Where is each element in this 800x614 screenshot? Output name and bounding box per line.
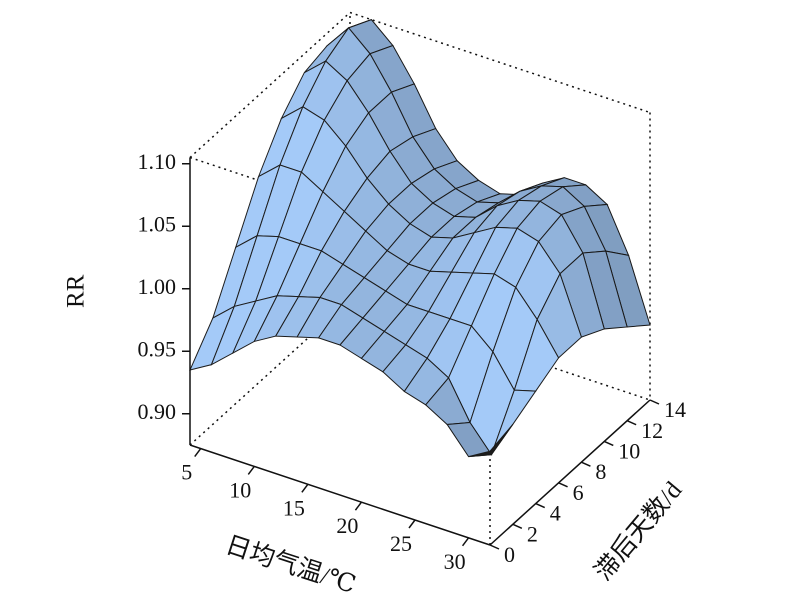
x-axis bbox=[189, 444, 491, 546]
y-axis bbox=[489, 399, 651, 546]
y-tick-label: 12 bbox=[641, 418, 663, 443]
surface-cell bbox=[468, 423, 514, 458]
y-tick bbox=[626, 420, 637, 426]
x-tick-label: 5 bbox=[181, 460, 192, 485]
y-tick-label: 8 bbox=[595, 459, 606, 484]
z-tick-label: 1.05 bbox=[138, 211, 177, 236]
y-tick bbox=[558, 482, 568, 488]
z-tick-label: 0.95 bbox=[138, 336, 177, 361]
x-tick-label: 10 bbox=[229, 477, 251, 502]
x-tick bbox=[301, 483, 309, 493]
x-tick bbox=[408, 519, 416, 529]
x-tick-label: 30 bbox=[444, 549, 466, 574]
x-tick-label: 15 bbox=[283, 495, 305, 520]
x-tick bbox=[194, 448, 202, 458]
y-tick bbox=[649, 399, 660, 405]
y-tick-label: 0 bbox=[504, 542, 515, 567]
y-tick bbox=[581, 461, 591, 467]
x-tick bbox=[247, 465, 255, 475]
y-tick-label: 6 bbox=[573, 480, 584, 505]
z-tick-label: 0.90 bbox=[138, 399, 177, 424]
y-tick bbox=[535, 502, 546, 509]
y-axis-label: 滞后天数/d bbox=[589, 476, 688, 586]
y-tick-label: 4 bbox=[550, 501, 561, 526]
z-tick-label: 1.00 bbox=[138, 274, 177, 299]
y-tick bbox=[603, 440, 614, 447]
y-tick bbox=[489, 544, 500, 550]
x-tick bbox=[461, 537, 470, 547]
z-tick-label: 1.10 bbox=[138, 149, 177, 174]
x-axis-label: 日均气温/℃ bbox=[222, 531, 359, 599]
z-axis-label: RR bbox=[63, 274, 90, 308]
x-tick bbox=[354, 501, 363, 511]
y-tick-label: 2 bbox=[527, 521, 538, 546]
y-tick bbox=[512, 523, 523, 529]
x-tick-label: 25 bbox=[390, 531, 412, 556]
y-tick-label: 10 bbox=[618, 438, 640, 463]
y-tick-label: 14 bbox=[664, 397, 686, 422]
x-tick-label: 20 bbox=[336, 513, 358, 538]
